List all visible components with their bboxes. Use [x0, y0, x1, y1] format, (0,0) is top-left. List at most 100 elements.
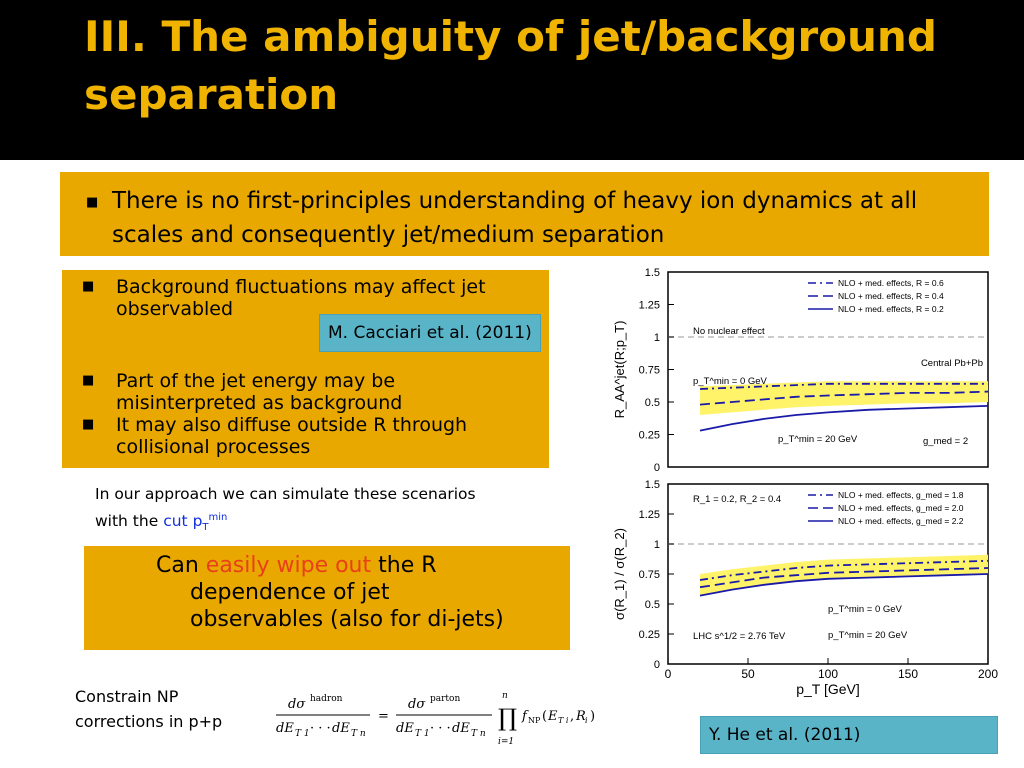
chart-annotation: p_T^min = 20 GeV — [828, 630, 908, 641]
svg-text:dE: dE — [332, 721, 350, 736]
svg-text:NP: NP — [528, 716, 541, 725]
series-line-3 — [699, 573, 989, 597]
bullet-square-icon: ■ — [82, 417, 95, 432]
svg-text:T 1: T 1 — [415, 729, 430, 739]
bullet-square-icon: ■ — [82, 373, 95, 388]
chart-annotation: Central Pb+Pb — [921, 358, 983, 369]
svg-text:parton: parton — [430, 694, 460, 704]
series-line-2 — [699, 390, 989, 406]
x-tick-label: 200 — [978, 667, 998, 681]
x-tick-label: 50 — [741, 667, 755, 681]
chart-annotation: g_med = 2 — [923, 436, 968, 447]
x-tick-label: 150 — [898, 667, 918, 681]
legend-entry: NLO + med. effects, R = 0.6 — [838, 278, 944, 288]
svg-text:hadron: hadron — [310, 694, 343, 704]
svg-text:· · ·: · · · — [430, 721, 451, 736]
wipe-rest-2: dependence of jet — [190, 580, 390, 605]
svg-text:E: E — [547, 709, 558, 724]
y-tick-label: 0.5 — [645, 397, 660, 409]
svg-text:T n: T n — [351, 729, 366, 739]
approach-text: In our approach we can simulate these sc… — [95, 482, 565, 540]
series-line-2 — [699, 567, 989, 589]
series-line-1 — [699, 382, 988, 390]
y-tick-label: 0.25 — [639, 430, 660, 442]
y-tick-label: 1.5 — [645, 479, 660, 491]
x-tick-label: 100 — [818, 667, 838, 681]
svg-text:∏: ∏ — [498, 704, 517, 732]
wipe-rest-3: observables (also for di-jets) — [190, 607, 504, 632]
top-bullet: ■ There is no first-principles understan… — [78, 184, 992, 252]
y-tick-label: 0.75 — [639, 569, 660, 581]
y-tick-label: 1.25 — [639, 300, 660, 312]
svg-text:T i: T i — [558, 716, 569, 725]
svg-text:dσ: dσ — [408, 697, 426, 712]
he-citation-label: Y. He et al. (2011) — [700, 716, 998, 754]
np-correction-equation: dσ hadron dE T 1 · · · dE T n = dσ parton dE T … — [276, 691, 595, 747]
svg-text:dE: dE — [396, 721, 414, 736]
y-tick-label: 1.25 — [639, 509, 660, 521]
legend-entry: NLO + med. effects, g_med = 2.2 — [838, 516, 964, 526]
y-axis-label: σ(R_1) / σ(R_2) — [612, 528, 627, 620]
chart-annotation: p_T^min = 20 GeV — [778, 434, 858, 445]
svg-text:f: f — [521, 709, 529, 724]
approach-line-1: In our approach we can simulate these sc… — [95, 485, 476, 503]
svg-text:dE: dE — [452, 721, 470, 736]
svg-text:T n: T n — [471, 729, 486, 739]
title-bar: III. The ambiguity of jet/background sep… — [0, 0, 1024, 160]
uncertainty-band — [700, 381, 988, 415]
x-axis-label: p_T [GeV] — [796, 681, 860, 697]
left-bullet-1-text: Background fluctuations may affect jet o… — [116, 276, 486, 320]
can-word: Can — [156, 553, 206, 578]
cacciari-citation-label: M. Cacciari et al. (2011) — [319, 314, 541, 352]
wipe-out-text: Can easily wipe out the R dependence of … — [156, 552, 566, 633]
chart-annotation: R_1 = 0.2, R_2 = 0.4 — [693, 494, 781, 505]
svg-text:dσ: dσ — [288, 697, 306, 712]
left-bullet-2-text: Part of the jet energy may be misinterpr… — [116, 370, 403, 414]
svg-text:,: , — [570, 709, 574, 724]
series-line-1 — [699, 559, 989, 581]
rjet-charts: 0 0.25 0.5 0.75 1 1.25 1.5 R_AA^jet(R;p_T) NLO +… — [612, 267, 998, 697]
series-line-3 — [699, 405, 989, 432]
top-bullet-box: ■ There is no first-principles understan… — [60, 172, 989, 256]
svg-text:i=1: i=1 — [498, 737, 514, 747]
legend-entry: NLO + med. effects, R = 0.2 — [838, 304, 944, 314]
chart-annotation: p_T^min = 0 GeV — [693, 376, 768, 387]
svg-text:): ) — [590, 709, 595, 724]
svg-text:· · ·: · · · — [310, 721, 331, 736]
svg-text:dE: dE — [276, 721, 294, 736]
svg-text:R: R — [575, 709, 586, 724]
wipe-rest-1: the R — [371, 553, 437, 578]
legend-entry: NLO + med. effects, R = 0.4 — [838, 291, 944, 301]
y-tick-label: 0 — [654, 659, 660, 671]
y-tick-label: 0.25 — [639, 629, 660, 641]
pt-symbol: pTmin — [192, 512, 228, 534]
y-axis-label: R_AA^jet(R;p_T) — [612, 321, 627, 419]
top-bullet-text: There is no first-principles understandi… — [112, 188, 918, 248]
chart-annotation: No nuclear effect — [693, 326, 765, 337]
x-tick-label: 0 — [665, 667, 672, 681]
left-bullet-box: ■ Background fluctuations may affect jet… — [62, 270, 549, 468]
legend-entry: NLO + med. effects, g_med = 1.8 — [838, 490, 964, 500]
svg-text:n: n — [502, 691, 508, 701]
y-tick-label: 0 — [654, 462, 660, 474]
slide-title: III. The ambiguity of jet/background sep… — [84, 12, 937, 119]
cut-word: cut — [163, 512, 188, 531]
left-bullet-3-text: It may also diffuse outside R through co… — [116, 414, 468, 458]
svg-text:T 1: T 1 — [295, 729, 310, 739]
y-tick-label: 0.75 — [639, 365, 660, 377]
constrain-line-1: Constrain NP — [75, 687, 179, 706]
chart-annotation: p_T^min = 0 GeV — [828, 604, 903, 615]
left-bullet-3: ■ It may also diffuse outside R through … — [82, 414, 556, 458]
constrain-line-2: corrections in p+p — [75, 712, 223, 731]
wipe-out-box: Can easily wipe out the R dependence of … — [84, 546, 570, 650]
svg-text:=: = — [378, 709, 389, 724]
left-bullet-2: ■ Part of the jet energy may be misinter… — [82, 370, 536, 414]
easily-wipe-out-highlight: easily wipe out — [205, 553, 372, 578]
bullet-square-icon: ■ — [82, 279, 95, 294]
left-bullet-1: ■ Background fluctuations may affect jet… — [82, 276, 536, 320]
bullet-square-icon: ■ — [86, 195, 99, 210]
y-tick-label: 1 — [654, 332, 660, 344]
legend-entry: NLO + med. effects, g_med = 2.0 — [838, 503, 964, 513]
svg-text:(: ( — [542, 709, 547, 724]
y-tick-label: 1 — [654, 539, 660, 551]
